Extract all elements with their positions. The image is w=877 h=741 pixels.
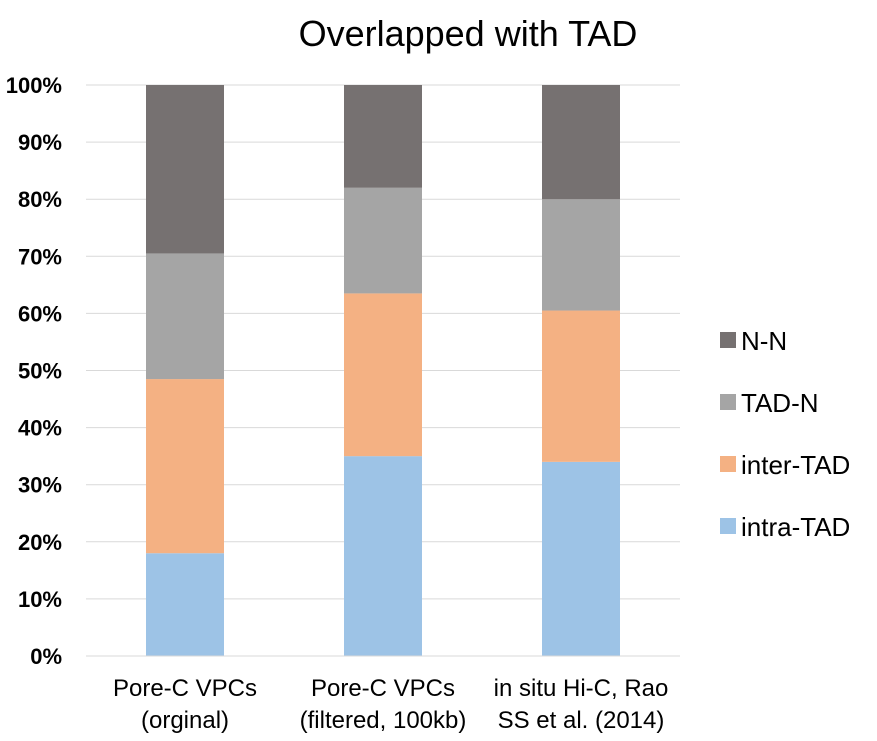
y-tick-label: 30% [18,473,62,498]
x-tick-label: (filtered, 100kb) [300,707,467,734]
legend-label: TAD-N [741,388,819,418]
bar-segment-n-n [542,85,620,200]
y-tick-label: 100% [6,73,62,98]
legend-swatch [720,394,736,410]
bar-segment-tad-n [542,199,620,311]
legend-label: intra-TAD [741,512,850,542]
y-tick-label: 20% [18,530,62,555]
bar-segment-tad-n [344,187,422,294]
y-tick-label: 90% [18,130,62,155]
bar-segment-inter-tad [146,379,224,554]
chart-title: Overlapped with TAD [299,13,638,54]
x-tick-label: Pore-C VPCs [113,675,257,702]
x-axis-ticks: Pore-C VPCs (orginal) Pore-C VPCs (filtered… [113,675,668,734]
bar-segment-inter-tad [344,293,422,457]
y-tick-label: 10% [18,587,62,612]
legend-swatch [720,456,736,472]
bars [146,85,620,656]
legend-swatch [720,518,736,534]
x-tick-label: in situ Hi-C, Rao [494,675,669,702]
y-tick-label: 80% [18,187,62,212]
legend-swatch [720,332,736,348]
x-tick-label: (orginal) [141,707,229,734]
x-tick-label: SS et al. (2014) [498,707,665,734]
bar-segment-tad-n [146,253,224,380]
bar-segment-intra-tad [344,456,422,656]
bar-segment-inter-tad [542,310,620,462]
y-tick-label: 70% [18,244,62,269]
bar-segment-intra-tad [542,461,620,656]
y-tick-label: 40% [18,416,62,441]
y-tick-label: 60% [18,301,62,326]
y-tick-label: 50% [18,359,62,384]
legend: N-N TAD-N inter-TAD intra-TAD [720,326,850,542]
bar-segment-intra-tad [146,553,224,656]
x-tick-label: Pore-C VPCs [311,675,455,702]
legend-label: inter-TAD [741,450,850,480]
y-axis-ticks: 0% 10% 20% 30% 40% 50% 60% 70% 80% 90% 100% [6,73,62,669]
legend-label: N-N [741,326,787,356]
y-tick-label: 0% [30,644,62,669]
bar-segment-n-n [344,85,422,188]
bar-segment-n-n [146,85,224,254]
